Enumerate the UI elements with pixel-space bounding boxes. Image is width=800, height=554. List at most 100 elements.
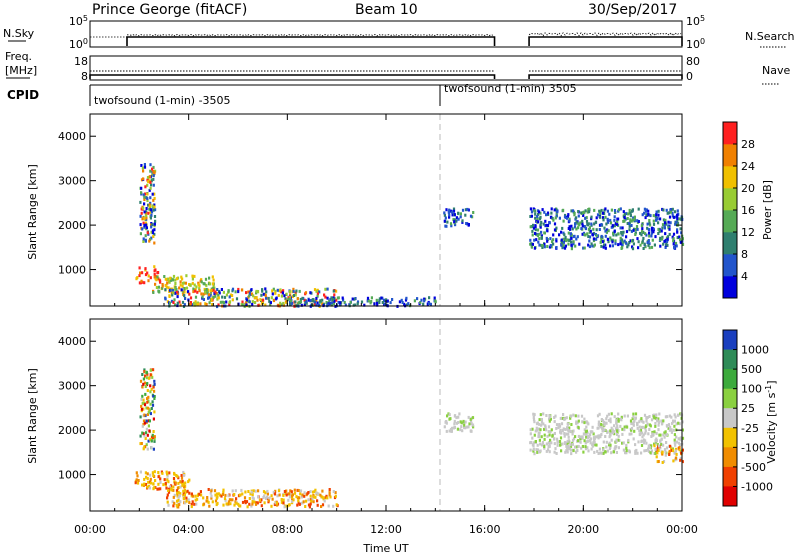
range-gate-cell — [157, 271, 160, 274]
range-gate-cell — [623, 428, 626, 432]
range-gate-cell — [209, 293, 212, 297]
range-gate-cell — [142, 169, 145, 173]
range-gate-cell — [630, 224, 633, 227]
range-gate-cell — [210, 489, 213, 493]
range-gate-cell — [534, 216, 537, 220]
range-gate-cell — [539, 413, 542, 417]
range-gate-cell — [149, 412, 152, 416]
range-gate-cell — [625, 451, 628, 455]
range-gate-cell — [282, 301, 285, 305]
range-gate-cell — [139, 434, 142, 438]
range-gate-cell — [241, 300, 244, 304]
range-gate-cell — [668, 428, 671, 432]
range-gate-cell — [630, 219, 633, 223]
range-gate-cell — [262, 496, 265, 499]
colorbar-swatch — [723, 330, 737, 350]
range-gate-cell — [336, 296, 339, 300]
range-gate-cell — [617, 434, 620, 438]
range-gate-cell — [251, 502, 254, 506]
range-gate-cell — [628, 222, 631, 226]
range-gate-cell — [601, 426, 604, 430]
range-gate-cell — [255, 289, 258, 293]
range-gate-cell — [272, 299, 276, 303]
range-gate-cell — [191, 277, 194, 281]
range-gate-cell — [241, 303, 244, 307]
range-gate-cell — [623, 219, 626, 223]
range-gate-cell — [652, 227, 655, 230]
range-gate-cell — [202, 502, 206, 506]
range-gate-cell — [654, 422, 657, 425]
noise-tick-left-bottom: 100 — [69, 37, 88, 51]
range-gate-cell — [200, 280, 203, 284]
range-gate-cell — [454, 223, 457, 227]
velocity-ylabel: Slant Range [km] — [26, 368, 39, 464]
range-gate-cell — [146, 271, 149, 275]
range-gate-cell — [537, 427, 541, 431]
range-gate-cell — [610, 438, 613, 442]
range-gate-cell — [619, 236, 622, 240]
range-gate-cell — [275, 501, 278, 505]
colorbar-tick-label: 8 — [741, 248, 748, 261]
range-gate-cell — [570, 209, 573, 213]
range-gate-cell — [647, 243, 650, 247]
range-gate-cell — [560, 243, 563, 247]
range-gate-cell — [148, 239, 151, 243]
range-gate-cell — [168, 294, 171, 298]
range-gate-cell — [530, 225, 533, 228]
range-gate-cell — [383, 298, 386, 302]
range-gate-cell — [601, 429, 604, 433]
range-gate-cell — [569, 448, 572, 452]
range-gate-cell — [624, 217, 627, 221]
range-gate-cell — [196, 494, 199, 498]
range-gate-cell — [532, 418, 536, 422]
range-gate-cell — [300, 495, 303, 499]
range-gate-cell — [584, 445, 587, 449]
range-gate-cell — [625, 449, 628, 453]
range-gate-cell — [629, 214, 632, 218]
range-gate-cell — [632, 242, 635, 246]
range-gate-cell — [572, 242, 575, 246]
range-gate-cell — [650, 234, 653, 238]
range-gate-cell — [533, 413, 536, 417]
range-gate-cell — [455, 416, 458, 420]
range-gate-cell — [307, 503, 311, 507]
range-gate-cell — [199, 490, 202, 494]
range-gate-cell — [675, 452, 678, 456]
range-gate-cell — [571, 209, 575, 213]
range-gate-cell — [569, 443, 572, 447]
range-gate-cell — [600, 422, 603, 426]
range-gate-cell — [250, 292, 254, 296]
x-axis-label: Time UT — [362, 542, 408, 554]
range-gate-cell — [185, 490, 188, 494]
range-gate-cell — [301, 296, 304, 300]
range-gate-cell — [563, 417, 566, 421]
range-gate-cell — [153, 192, 156, 196]
range-gate-cell — [541, 208, 544, 212]
range-gate-cell — [136, 481, 140, 485]
range-gate-cell — [149, 180, 152, 184]
range-gate-cell — [608, 443, 611, 447]
range-gate-cell — [180, 476, 184, 480]
range-gate-cell — [604, 435, 607, 438]
range-gate-cell — [535, 238, 538, 242]
nsearch-trace — [528, 32, 682, 37]
range-gate-cell — [679, 238, 682, 242]
range-gate-cell — [318, 290, 321, 294]
range-gate-cell — [222, 488, 225, 492]
range-gate-cell — [210, 496, 213, 500]
range-gate-cell — [139, 415, 142, 419]
range-gate-cell — [654, 447, 657, 451]
range-gate-cell — [563, 432, 566, 435]
range-gate-cell — [182, 470, 185, 474]
noise-tick-right-bottom: 100 — [686, 37, 705, 51]
range-gate-cell — [151, 375, 154, 379]
range-gate-cell — [429, 302, 432, 306]
range-gate-cell — [678, 235, 681, 239]
range-gate-cell — [538, 438, 541, 442]
range-gate-cell — [251, 500, 254, 504]
range-gate-cell — [153, 486, 156, 490]
range-gate-cell — [467, 425, 470, 429]
range-gate-cell — [592, 237, 595, 241]
range-gate-cell — [172, 488, 175, 492]
